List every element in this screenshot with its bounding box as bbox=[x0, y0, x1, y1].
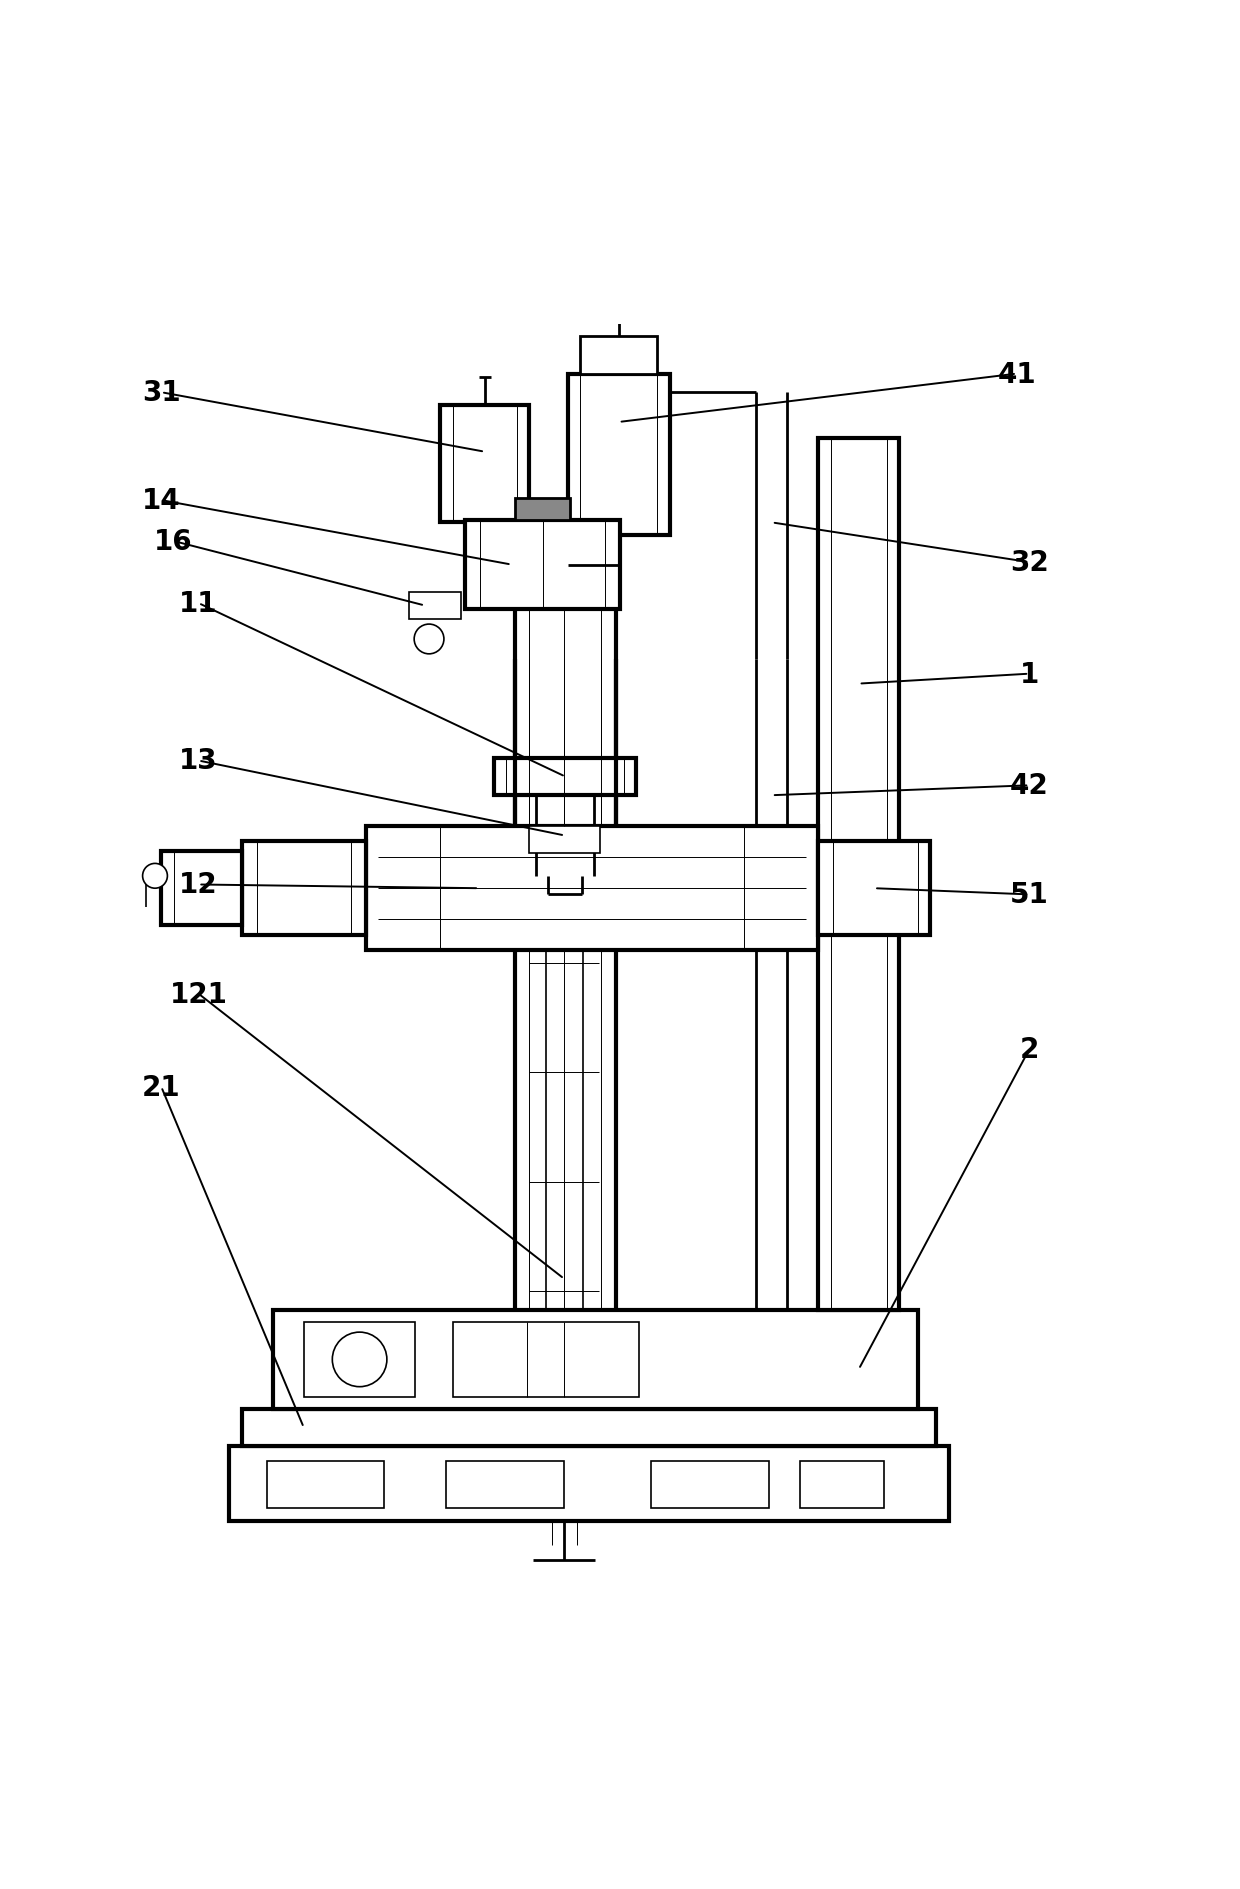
Bar bbox=[242, 842, 366, 935]
Text: 16: 16 bbox=[154, 527, 193, 555]
Bar bbox=[818, 438, 899, 1311]
Bar bbox=[161, 852, 242, 926]
Text: 1: 1 bbox=[1019, 661, 1039, 688]
Text: 51: 51 bbox=[1009, 880, 1049, 909]
Bar bbox=[366, 827, 818, 950]
Bar bbox=[242, 1409, 936, 1447]
Bar bbox=[229, 1447, 949, 1521]
Bar bbox=[304, 1322, 415, 1396]
Bar bbox=[494, 759, 636, 795]
Text: 12: 12 bbox=[179, 871, 218, 899]
Bar bbox=[580, 338, 657, 374]
Text: 14: 14 bbox=[141, 487, 181, 516]
Bar bbox=[409, 593, 461, 620]
Text: 21: 21 bbox=[141, 1073, 181, 1101]
Bar bbox=[465, 521, 620, 610]
Bar bbox=[515, 499, 570, 521]
Bar bbox=[440, 406, 529, 523]
Bar bbox=[800, 1462, 884, 1509]
Text: 42: 42 bbox=[1009, 773, 1049, 799]
Text: 11: 11 bbox=[179, 589, 218, 618]
Bar bbox=[529, 827, 600, 854]
Bar bbox=[818, 842, 930, 935]
Bar bbox=[446, 1462, 564, 1509]
Bar bbox=[651, 1462, 769, 1509]
Text: 121: 121 bbox=[170, 980, 227, 1009]
Bar bbox=[453, 1322, 639, 1396]
Circle shape bbox=[332, 1332, 387, 1387]
Bar bbox=[568, 374, 670, 535]
Bar bbox=[267, 1462, 384, 1509]
Text: 41: 41 bbox=[997, 361, 1037, 389]
Circle shape bbox=[143, 863, 167, 888]
Text: 32: 32 bbox=[1009, 550, 1049, 576]
Text: 31: 31 bbox=[141, 380, 181, 406]
Circle shape bbox=[414, 625, 444, 654]
Bar bbox=[273, 1311, 918, 1409]
Text: 13: 13 bbox=[179, 746, 218, 774]
Text: 2: 2 bbox=[1019, 1035, 1039, 1064]
